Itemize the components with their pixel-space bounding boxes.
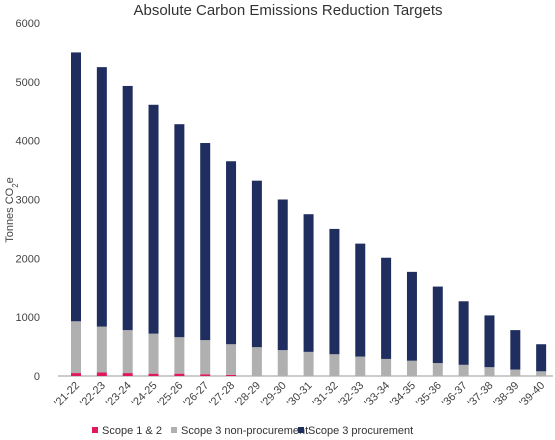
bar-segment-series-3 [484,315,495,368]
bar-segment-series-3 [406,271,417,361]
bar-segment-series-1 [148,373,159,376]
bar-segment-series-3 [329,228,340,355]
x-tick-label: '35-36 [414,380,444,410]
x-tick-label: '21-22 [52,380,82,410]
y-tick-label: 6000 [16,18,40,30]
bar-segment-series-2 [355,356,366,376]
x-tick-label: '38-39 [492,380,522,410]
legend-label-series-1: Scope 1 & 2 [102,425,162,437]
bar-segment-series-3 [536,344,547,372]
x-tick-label: '22-23 [78,380,108,410]
bar-segment-series-2 [174,337,185,374]
x-tick-label: '31-32 [311,380,341,410]
x-tick-label: '27-28 [207,380,237,410]
bar-segment-series-2 [406,360,417,376]
bar-segment-series-3 [96,67,107,327]
x-tick-label: '36-37 [440,380,470,410]
bar-segment-series-1 [200,374,211,376]
legend-swatch-series-2 [171,427,177,433]
bar-segment-series-2 [484,367,495,376]
bar-segment-series-1 [122,373,133,376]
bar-segment-series-3 [510,330,521,370]
x-tick-label: '28-29 [233,380,263,410]
legend-label-series-3: Scope 3 procurement [308,425,413,437]
bar-segment-series-3 [174,124,185,338]
bar-segment-series-2 [536,371,547,376]
x-tick-label: '34-35 [388,380,418,410]
y-ticks: 0 1000 2000 3000 4000 5000 6000 [16,18,40,383]
bar-segment-series-2 [277,350,288,376]
x-tick-label: '32-33 [337,380,367,410]
bar-segment-series-2 [303,351,314,376]
bar-segment-series-2 [148,333,159,374]
bar-segment-series-2 [432,363,443,376]
bar-segment-series-1 [174,373,185,376]
bar-segment-series-2 [381,358,392,376]
bar-segment-series-3 [432,286,443,364]
bar-segment-series-2 [122,330,133,374]
bar-segment-series-2 [226,344,237,375]
x-tick-label: '24-25 [130,380,160,410]
y-tick-label: 3000 [16,195,40,207]
bar-segment-series-3 [303,214,314,352]
legend: Scope 1 & 2 Scope 3 non-procurement Scope … [92,425,413,437]
x-ticks: '21-22'22-23'23-24'24-25'25-26'26-27'27-… [52,380,547,410]
bar-segment-series-2 [458,364,469,376]
x-tick-label: '39-40 [517,380,547,410]
y-tick-label: 1000 [16,312,40,324]
y-tick-label: 4000 [16,136,40,148]
bar-segment-series-2 [96,326,107,373]
bar-segment-series-2 [510,369,521,376]
bar-segment-series-1 [71,373,81,376]
bar-segment-series-3 [277,199,288,351]
x-tick-label: '25-26 [156,380,186,410]
legend-label-series-2: Scope 3 non-procurement [181,425,308,437]
x-tick-label: '30-31 [285,380,315,410]
bar-segment-series-3 [226,161,237,345]
x-tick-label: '37-38 [466,380,496,410]
bar-segment-series-3 [458,301,469,365]
x-tick-label: '26-27 [181,380,211,410]
y-tick-label: 2000 [16,253,40,265]
y-tick-label: 0 [34,371,40,383]
bar-segment-series-3 [148,104,159,334]
y-axis-label: Tonnes CO2e [4,177,20,243]
bar-segment-series-1 [226,374,237,376]
bar-segment-series-2 [200,340,211,375]
bar-segment-series-3 [381,257,392,359]
bars [71,52,547,376]
bar-segment-series-3 [251,180,262,348]
bar-segment-series-3 [355,243,366,357]
bar-segment-series-2 [329,354,340,376]
y-tick-label: 5000 [16,77,40,89]
legend-swatch-series-1 [92,427,98,433]
bar-segment-series-2 [251,347,262,376]
legend-swatch-series-3 [298,427,304,433]
x-tick-label: '29-30 [259,380,289,410]
bar-segment-series-3 [122,85,133,331]
chart-title: Absolute Carbon Emissions Reduction Targ… [133,2,442,19]
x-tick-label: '23-24 [104,380,134,410]
bar-segment-series-2 [71,321,81,374]
bar-segment-series-1 [96,372,107,376]
bar-segment-series-3 [71,52,81,322]
x-tick-label: '33-34 [362,380,392,410]
bar-segment-series-3 [200,143,211,341]
